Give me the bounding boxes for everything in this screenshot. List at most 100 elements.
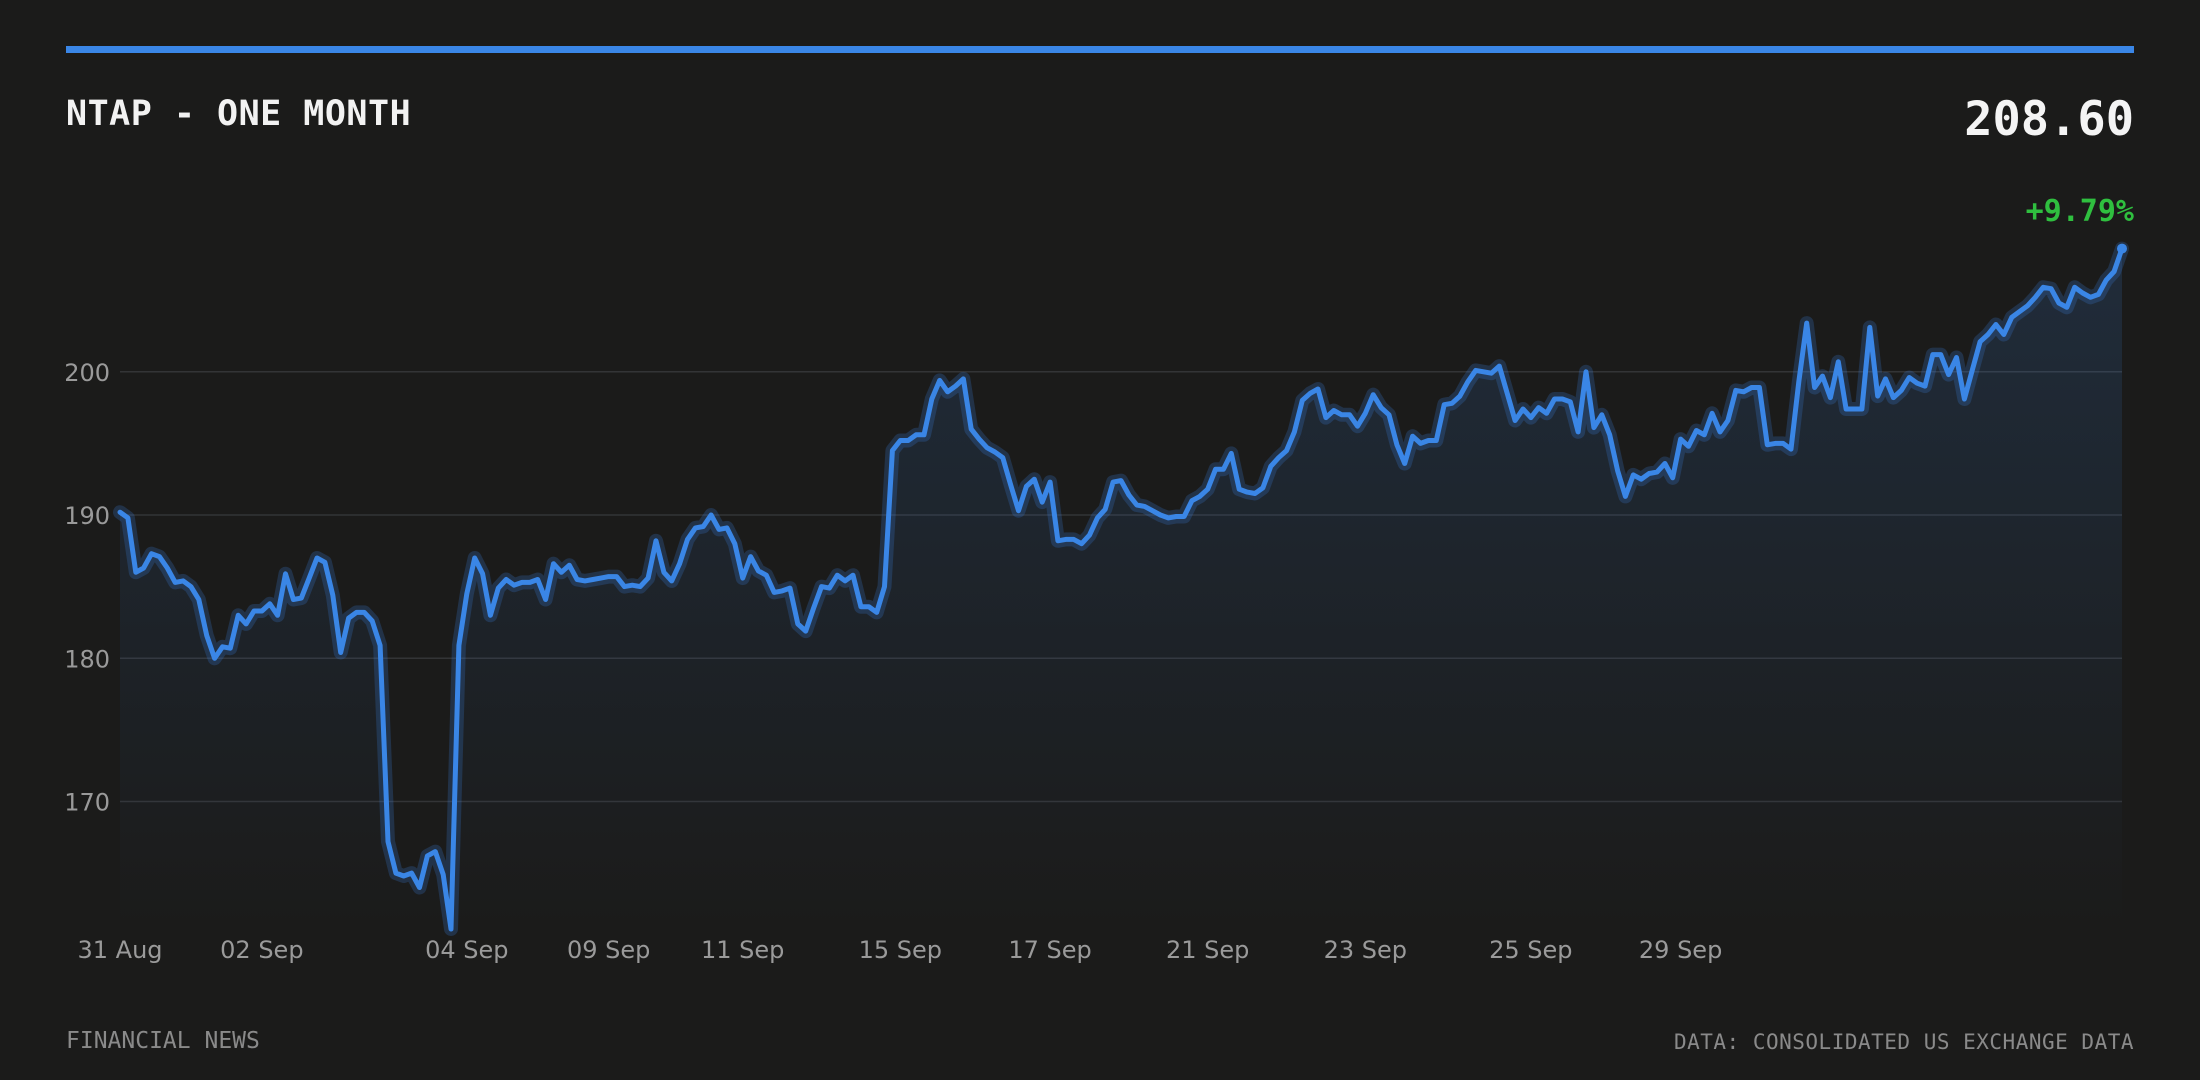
price-point xyxy=(535,577,540,582)
price-point xyxy=(1986,332,1991,337)
price-point xyxy=(559,570,564,575)
price-point xyxy=(803,629,808,634)
price-point xyxy=(906,438,911,443)
price-point xyxy=(520,580,525,585)
price-point xyxy=(788,586,793,591)
price-point xyxy=(1347,412,1352,417)
price-point xyxy=(1473,368,1478,373)
price-point xyxy=(843,578,848,583)
price-point xyxy=(882,584,887,589)
price-point xyxy=(977,437,982,442)
price-point xyxy=(1733,388,1738,393)
price-point xyxy=(961,376,966,381)
price-point xyxy=(1339,412,1344,417)
price-point xyxy=(1048,480,1053,485)
price-point xyxy=(125,515,130,520)
price-point xyxy=(1946,372,1951,377)
price-point xyxy=(898,438,903,443)
price-point xyxy=(1300,398,1305,403)
price-point xyxy=(1426,438,1431,443)
x-tick-label: 04 Sep xyxy=(425,936,508,964)
price-point xyxy=(1126,493,1131,498)
price-point xyxy=(2033,295,2038,300)
price-point xyxy=(811,606,816,611)
price-point xyxy=(1111,480,1116,485)
price-point xyxy=(173,580,178,585)
price-point xyxy=(646,576,651,581)
price-point xyxy=(1852,407,1857,412)
price-point xyxy=(685,537,690,542)
price-point xyxy=(1465,379,1470,384)
price-point xyxy=(1237,487,1242,492)
price-point xyxy=(551,561,556,566)
price-point xyxy=(1245,490,1250,495)
price-point xyxy=(259,609,264,614)
price-point xyxy=(1915,381,1920,386)
price-point xyxy=(1678,437,1683,442)
price-point xyxy=(1008,482,1013,487)
price-point xyxy=(1103,507,1108,512)
price-point xyxy=(1229,451,1234,456)
price-point xyxy=(1781,441,1786,446)
price-point xyxy=(890,448,895,453)
price-point xyxy=(1284,448,1289,453)
price-point xyxy=(165,566,170,571)
price-point xyxy=(858,604,863,609)
price-point xyxy=(677,561,682,566)
price-point xyxy=(732,541,737,546)
price-point xyxy=(1789,447,1794,452)
y-tick-label: 170 xyxy=(64,789,110,817)
price-point xyxy=(1276,455,1281,460)
price-point xyxy=(795,621,800,626)
price-point xyxy=(1016,508,1021,513)
price-point xyxy=(1268,464,1273,469)
price-point xyxy=(354,610,359,615)
price-point xyxy=(969,427,974,432)
price-point xyxy=(1513,418,1518,423)
x-tick-label: 29 Sep xyxy=(1639,936,1722,964)
price-point xyxy=(330,593,335,598)
price-point xyxy=(992,450,997,455)
price-point xyxy=(315,556,320,561)
price-point xyxy=(1631,472,1636,477)
price-point xyxy=(1182,514,1187,519)
price-point xyxy=(1292,429,1297,434)
price-point xyxy=(141,566,146,571)
chart-title: NTAP - ONE MONTH xyxy=(66,94,412,134)
price-point xyxy=(1765,442,1770,447)
price-point xyxy=(188,584,193,589)
price-point xyxy=(512,583,517,588)
price-point xyxy=(1363,411,1368,416)
x-tick-label: 15 Sep xyxy=(859,936,942,964)
price-point xyxy=(2025,303,2030,308)
price-point xyxy=(1387,412,1392,417)
price-point xyxy=(362,610,367,615)
price-point xyxy=(819,584,824,589)
price-point xyxy=(1260,485,1265,490)
price-point xyxy=(1489,371,1494,376)
price-point xyxy=(2041,285,2046,290)
price-point xyxy=(567,563,572,568)
price-point xyxy=(1457,394,1462,399)
price-point xyxy=(275,613,280,618)
price-point xyxy=(2072,285,2077,290)
x-tick-label: 17 Sep xyxy=(1008,936,1091,964)
x-tick-label: 21 Sep xyxy=(1166,936,1249,964)
price-point xyxy=(622,584,627,589)
price-point xyxy=(1213,467,1218,472)
price-point xyxy=(393,871,398,876)
price-point xyxy=(945,389,950,394)
price-point xyxy=(307,576,312,581)
price-point xyxy=(866,604,871,609)
price-point xyxy=(543,597,548,602)
price-point xyxy=(669,578,674,583)
price-change: +9.79% xyxy=(2025,194,2134,229)
price-point xyxy=(1221,467,1226,472)
price-point xyxy=(874,610,879,615)
price-point xyxy=(1584,369,1589,374)
price-point xyxy=(575,577,580,582)
last-price-dot xyxy=(2117,243,2127,254)
price-point xyxy=(425,853,430,858)
price-point xyxy=(1702,432,1707,437)
price-point xyxy=(1371,392,1376,397)
